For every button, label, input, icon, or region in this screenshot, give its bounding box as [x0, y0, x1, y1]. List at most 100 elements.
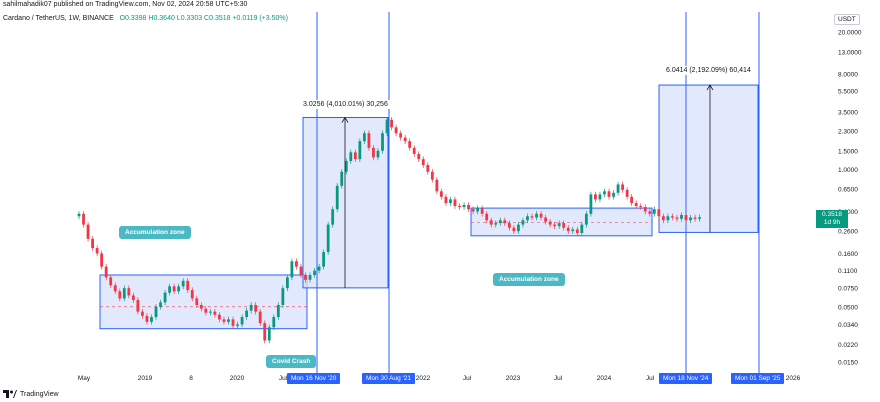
x-tick-label: Jul — [463, 375, 472, 382]
candle-up — [521, 220, 525, 225]
candle-up — [276, 304, 280, 318]
candle-down — [675, 217, 679, 219]
candle-up — [249, 304, 253, 311]
footer-brand-name: TradingView — [20, 390, 59, 398]
candle-up — [285, 277, 289, 289]
symbol-name: Cardano / TetherUS, 1W, BINANCE — [3, 15, 114, 22]
candle-down — [548, 221, 552, 225]
candle-up — [462, 205, 466, 208]
candle-up — [494, 223, 498, 225]
y-tick-label: 5.5000 — [838, 89, 858, 96]
candle-down — [530, 216, 534, 218]
currency-button[interactable]: USDT — [834, 14, 860, 25]
candle-up — [168, 286, 171, 293]
candle-up — [181, 280, 185, 287]
candle-down — [435, 179, 439, 192]
candle-down — [485, 213, 489, 221]
y-tick-label: 20.0000 — [838, 30, 862, 37]
x-axis-tag-1: Mon 16 Nov '20 — [287, 373, 341, 384]
candle-down — [621, 184, 624, 190]
candle-down — [467, 205, 470, 210]
candle-down — [408, 141, 412, 148]
candle-down — [190, 290, 194, 299]
candle-up — [236, 324, 239, 326]
candle-down — [453, 199, 457, 207]
candle-up — [163, 292, 167, 303]
candle-down — [539, 213, 543, 218]
candle-down — [426, 165, 430, 172]
candle-up — [652, 209, 656, 214]
candle-down — [648, 211, 652, 214]
candle-down — [444, 196, 448, 204]
y-tick-label: 0.1100 — [838, 268, 858, 275]
candle-down — [607, 191, 611, 197]
annotation-accumulation-zone-1: Accumulation zone — [119, 226, 191, 239]
candle-up — [122, 288, 126, 299]
candle-up — [689, 217, 692, 221]
last-price-countdown: 1d 9h — [823, 219, 841, 226]
y-tick-label: 8.0000 — [838, 72, 858, 79]
candle-down — [118, 291, 122, 299]
candle-down — [480, 208, 484, 214]
candle-down — [199, 304, 203, 309]
candle-down — [512, 227, 516, 232]
y-tick-label: 0.0220 — [838, 342, 858, 349]
candle-down — [503, 220, 507, 224]
candle-down — [625, 189, 629, 197]
candle-down — [693, 217, 697, 219]
y-tick-label: 0.0750 — [838, 286, 858, 293]
candle-down — [353, 152, 357, 160]
candle-down — [127, 288, 131, 296]
candle-down — [562, 223, 566, 228]
candle-up — [666, 216, 670, 221]
candle-up — [557, 223, 561, 227]
y-tick-label: 1.5000 — [838, 148, 858, 155]
candle-down — [213, 311, 217, 315]
x-tick-label: 8 — [189, 375, 193, 382]
candle-down — [403, 137, 407, 142]
candle-down — [222, 319, 226, 322]
candle-down — [471, 209, 475, 212]
candle-down — [399, 133, 403, 138]
candle-up — [526, 216, 529, 221]
zone-rect — [302, 117, 389, 289]
candle-up — [571, 229, 575, 232]
candle-up — [362, 133, 366, 142]
candle-down — [109, 277, 113, 286]
candle-down — [113, 285, 117, 292]
x-tick-label: Jul — [646, 375, 655, 382]
candle-down — [231, 319, 235, 326]
x-tick-label: 2020 — [230, 375, 245, 382]
candle-up — [616, 184, 620, 193]
y-tick-label: 0.2600 — [838, 229, 858, 236]
publisher-line: sahilmahadik07 published on TradingView.… — [3, 1, 248, 8]
x-tick-label: 2026 — [786, 375, 801, 382]
candle-up — [290, 261, 294, 278]
candle-up — [376, 150, 380, 158]
candle-down — [186, 280, 190, 291]
candle-down — [639, 206, 643, 208]
candle-up — [517, 224, 520, 232]
candle-down — [661, 216, 665, 221]
candle-down — [566, 227, 570, 232]
candle-down — [82, 213, 85, 225]
measurement-label-1: 3.0256 (4,010.01%) 30,256 — [301, 100, 390, 109]
candle-down — [91, 238, 94, 249]
candle-up — [449, 199, 452, 204]
footer-brand[interactable]: TradingView — [3, 390, 59, 398]
annotation-covid-crash: Covid Crash — [266, 355, 317, 368]
candle-down — [204, 308, 208, 313]
zone-rect — [470, 207, 653, 237]
measure-arrow-head — [706, 84, 714, 91]
candle-up — [267, 327, 271, 341]
candle-down — [390, 119, 393, 128]
y-tick-label: 13.0000 — [838, 49, 862, 56]
candles-layer — [77, 117, 702, 344]
candle-down — [394, 127, 398, 134]
candle-up — [177, 286, 181, 292]
y-tick-label: 0.0150 — [838, 360, 858, 367]
candle-up — [154, 306, 158, 318]
candle-up — [385, 119, 389, 134]
candle-up — [698, 217, 702, 219]
